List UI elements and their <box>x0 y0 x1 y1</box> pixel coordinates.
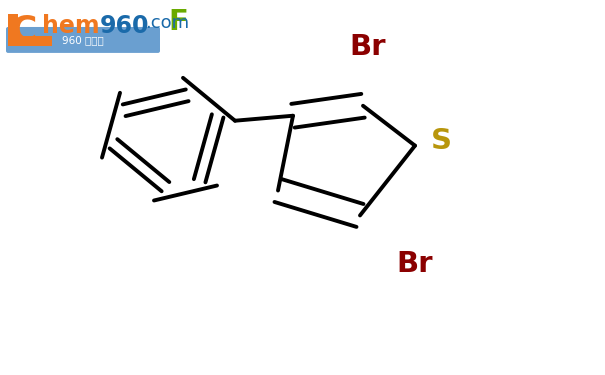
Text: 960: 960 <box>100 14 149 38</box>
FancyBboxPatch shape <box>6 27 160 53</box>
Text: F: F <box>168 8 188 36</box>
Text: S: S <box>431 127 452 154</box>
Text: hem: hem <box>42 14 100 38</box>
Text: 960 化工网: 960 化工网 <box>62 35 104 45</box>
Text: Br: Br <box>350 33 386 61</box>
Text: Br: Br <box>397 251 433 278</box>
Polygon shape <box>8 14 52 46</box>
Text: C: C <box>10 13 36 47</box>
Text: .com: .com <box>145 14 189 32</box>
